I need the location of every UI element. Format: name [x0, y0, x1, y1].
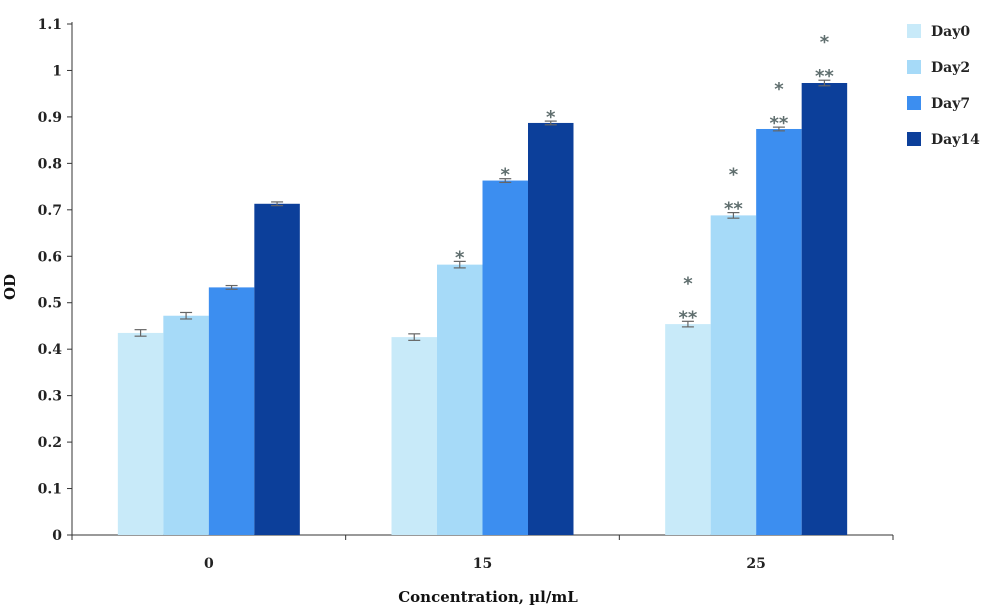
significance-marker: ** — [679, 307, 698, 328]
x-tick-label: 15 — [473, 556, 492, 572]
legend: Day0 Day2 Day7 Day14 — [907, 24, 980, 148]
legend-label: Day14 — [931, 132, 980, 148]
y-axis: 0 0.1 0.2 0.3 0.4 0.5 0.6 0.7 0.8 0.9 1 1.1 — [38, 17, 73, 544]
y-tick-label: 0.8 — [38, 156, 62, 172]
significance-marker: ** — [770, 113, 789, 134]
legend-swatch — [907, 60, 921, 74]
bar — [208, 287, 255, 535]
y-tick-label: 1 — [52, 63, 62, 79]
x-tick-label: 0 — [204, 556, 214, 572]
legend-label: Day0 — [931, 24, 970, 40]
bar — [710, 215, 757, 535]
bar — [391, 337, 437, 535]
y-tick-label: 0.1 — [38, 482, 62, 498]
x-axis: 0 15 25 — [71, 534, 894, 572]
legend-swatch — [907, 96, 921, 110]
significance-marker: * — [683, 273, 693, 294]
legend-label: Day7 — [931, 96, 970, 112]
legend-swatch — [907, 24, 921, 38]
x-axis-title: Concentration, µl/mL — [398, 588, 578, 606]
bar — [437, 264, 483, 535]
significance-marker: ** — [724, 199, 743, 220]
significance-marker: * — [546, 107, 556, 128]
x-tick-label: 25 — [746, 556, 765, 572]
y-tick-label: 0.6 — [38, 249, 62, 265]
y-tick-label: 0.7 — [38, 203, 62, 219]
y-tick-label: 0.3 — [38, 389, 62, 405]
significance-marker: ** — [815, 66, 834, 87]
y-axis-title: OD — [1, 274, 19, 300]
y-tick-label: 0.4 — [38, 342, 63, 358]
y-tick-label: 0.2 — [38, 435, 62, 451]
significance-marker: * — [455, 247, 465, 268]
bar — [756, 128, 802, 535]
bar — [117, 332, 164, 535]
y-tick-label: 1.1 — [38, 17, 62, 33]
significance-marker: * — [729, 165, 739, 186]
significance-marker: * — [774, 79, 784, 100]
bar — [254, 203, 300, 535]
y-tick-label: 0.5 — [38, 296, 62, 312]
y-tick-label: 0 — [52, 528, 62, 544]
significance-marker: * — [820, 32, 830, 53]
legend-label: Day2 — [931, 60, 970, 76]
bar — [801, 82, 848, 535]
significance-annotations: *************** — [455, 32, 834, 328]
significance-marker: * — [501, 165, 511, 186]
bar — [528, 122, 574, 535]
bar — [482, 180, 528, 535]
legend-swatch — [907, 132, 921, 146]
bars — [117, 79, 848, 535]
bar — [163, 315, 209, 535]
y-tick-label: 0.9 — [38, 110, 62, 126]
bar — [665, 324, 711, 535]
